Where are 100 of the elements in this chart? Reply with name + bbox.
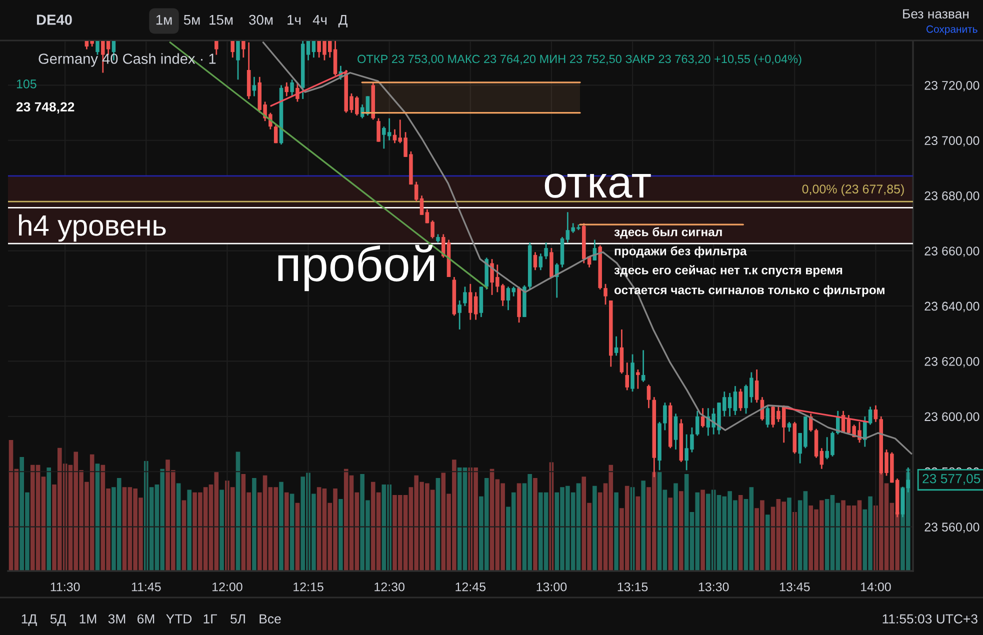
x-tick-label: 12:30 [374, 582, 404, 592]
text: 5Л [230, 614, 245, 624]
annotation: h4 уровень [19, 214, 166, 242]
text: 4ч [312, 15, 327, 25]
text: DE40 [36, 14, 72, 25]
x-tick-label: 12:00 [212, 582, 242, 592]
bar [787, 498, 792, 571]
text: 1ч [288, 15, 301, 25]
bar [436, 478, 440, 571]
ref-line-label: 0,00% (23 677,85) [802, 184, 904, 196]
x-tick-label: 11:45 [132, 582, 161, 592]
bar [176, 483, 181, 571]
text: ОТКР 23 753,00 МАКС 23 764,20 МИН 23 752,50 ЗАКР 23 763,20 +10,55 (+0,04%) [358, 54, 802, 66]
annotation: пробой [278, 244, 434, 292]
x-tick-label: 13:15 [618, 582, 648, 592]
candlestick [242, 41, 246, 58]
annotation: остается часть сигналов только с фильтром [614, 285, 884, 297]
candlestick [538, 252, 543, 271]
annotation: здесь его сейчас нет т.к спустя время [614, 265, 842, 277]
x-tick-label: 14:00 [861, 582, 891, 592]
candlestick [554, 262, 559, 298]
y-tick-label: 23 640,00 [924, 302, 980, 312]
bar [614, 492, 618, 571]
candlestick [533, 251, 538, 271]
y-tick-label: 23 560,00 [924, 522, 980, 533]
y-tick-label: 23 620,00 [924, 357, 980, 368]
candlestick [733, 385, 738, 416]
bar [592, 486, 597, 571]
text: Д [338, 15, 348, 28]
bar [220, 490, 224, 571]
candlestick [820, 447, 824, 470]
bar [295, 502, 300, 571]
candlestick [695, 410, 700, 436]
bar [252, 478, 256, 571]
bar [674, 483, 678, 571]
bar [46, 468, 52, 571]
text: Без назван [903, 9, 969, 19]
bar [236, 452, 240, 571]
y-tick-label: 23 600,00 [924, 412, 980, 423]
text: 30м [249, 14, 273, 25]
bar [738, 495, 743, 571]
candlestick [376, 118, 380, 142]
candlestick [458, 300, 462, 330]
bar [765, 514, 770, 571]
bar [636, 496, 640, 571]
bar [641, 480, 646, 571]
bar [533, 478, 538, 571]
candlestick [214, 41, 218, 56]
annotation: откат [544, 174, 651, 198]
x-tick-label: 13:30 [698, 582, 729, 592]
candlestick [738, 388, 742, 412]
bar [284, 492, 289, 571]
candlestick [230, 41, 234, 58]
text: 5Д [50, 614, 66, 626]
candlestick [754, 368, 759, 404]
candlestick [641, 349, 646, 383]
candlestick [312, 41, 316, 58]
text: 1М [80, 614, 96, 624]
text: Все [260, 614, 281, 624]
bar [187, 490, 192, 571]
candlestick [604, 283, 608, 306]
candlestick [96, 41, 100, 56]
y-tick-label: 23 700,00 [924, 136, 980, 147]
candlestick [274, 123, 278, 144]
text: 1Д [22, 614, 37, 626]
x-tick-label: 12:15 [294, 582, 324, 592]
bar [700, 490, 705, 571]
x-tick-label: 13:45 [780, 582, 810, 592]
candlestick [874, 404, 878, 423]
bar [668, 498, 673, 571]
candlestick [284, 82, 289, 97]
text: YTD [166, 614, 192, 624]
candlestick [414, 181, 418, 202]
bar [516, 483, 522, 571]
candlestick [674, 412, 678, 450]
candlestick [306, 41, 310, 62]
text: 11:55:03 UTC+3 [882, 614, 978, 624]
candlestick [625, 362, 629, 391]
line-series [262, 42, 912, 455]
text: 3М [108, 614, 126, 624]
candlestick [646, 384, 651, 409]
candlestick [614, 336, 618, 356]
text: 5м [184, 15, 200, 25]
text: 1м [156, 15, 172, 25]
annotation: 105 [16, 80, 36, 88]
bar [279, 482, 284, 571]
bar [182, 500, 186, 571]
x-tick-label: 13:00 [536, 582, 567, 592]
x-tick-label: 11:30 [50, 582, 80, 592]
annotation: продажи без фильтра [614, 246, 747, 258]
text: 15м [210, 15, 233, 25]
annotation: 23 748,22 [16, 102, 74, 114]
candlestick [544, 242, 548, 260]
candlestick [700, 407, 705, 428]
candlestick [787, 421, 792, 432]
bar [338, 498, 343, 571]
candlestick [766, 404, 770, 428]
bar [679, 491, 684, 571]
candlestick [252, 76, 256, 97]
text: 6М [138, 614, 154, 624]
